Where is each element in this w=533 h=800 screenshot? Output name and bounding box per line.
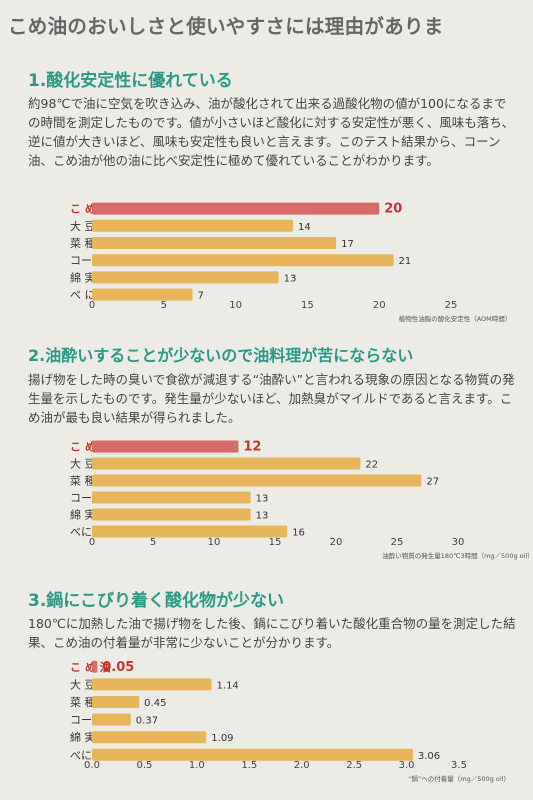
value-label: 13 [256,494,269,505]
section-3-body: 180℃に加熱した油で揚げ物をした後、鍋にこびり着いた酸化重合物の量を測定した結… [28,616,516,650]
tick-label: 15 [301,300,314,311]
bar [92,202,380,215]
tick-label: 20 [373,300,386,311]
x-axis-label: 油酔い物質の発生量180℃3時間（mg／500g oil） [382,551,533,560]
tick-label: 1.0 [189,760,205,771]
section-1-body: 約98℃で油に空気を吹き込み、油が酸化されて出来る過酸化物の値が100になるまで… [28,96,515,168]
value-label: 20 [384,202,402,217]
bar [92,678,212,691]
x-axis-label: 植物性油脂の酸化安定性（AOM時間） [399,314,512,323]
tick-label: 20 [330,537,343,548]
value-label: 7 [198,291,204,302]
value-label: 1.09 [211,733,233,744]
tick-label: 10 [208,537,221,548]
bar [92,660,98,673]
tick-label: 15 [269,537,282,548]
bar [92,491,251,504]
tick-label: 2.0 [294,760,310,771]
tick-label: 25 [391,537,404,548]
bar [92,288,193,301]
tick-label: 3.0 [399,760,415,771]
value-label: 3.06 [418,751,440,762]
bar [92,457,361,470]
bar [92,748,413,761]
bar [92,440,239,453]
bar [92,219,294,232]
section-1-title: 1.酸化安定性に優れている [28,71,233,91]
tick-label: 0.0 [84,760,100,771]
bar [92,731,207,744]
section-2-body: 揚げ物をした時の臭いで食欲が減退する“油酔い”と言われる現象の原因となる物質の発… [28,372,515,425]
x-axis-label: “鍋”への付着量（mg／500g oil） [408,774,510,783]
tick-label: 1.5 [241,760,257,771]
tick-label: 0.5 [136,760,152,771]
bar [92,271,279,284]
value-label: 21 [399,256,412,267]
bar [92,713,131,726]
tick-label: 30 [452,537,465,548]
value-label: 27 [426,477,439,488]
value-label: 0.05 [102,660,134,675]
value-label: 16 [292,528,305,539]
tick-label: 3.5 [451,760,467,771]
value-label: 13 [256,511,269,522]
value-label: 0.45 [144,698,166,709]
bar [92,237,337,249]
value-label: 17 [341,239,354,250]
bar [92,696,140,708]
tick-label: 0 [89,300,95,311]
tick-label: 25 [445,300,458,311]
bar [92,254,394,267]
section-2-title: 2.油酔いすることが少ないので油料理が苦にならない [28,346,414,365]
tick-label: 5 [161,300,167,311]
bar [92,525,288,538]
bar [92,474,422,487]
value-label: 13 [284,273,297,284]
tick-label: 2.5 [346,760,362,771]
bar [92,508,251,521]
category-label: こ め 油 [70,660,111,674]
tick-label: 0 [89,537,95,548]
value-label: 1.14 [217,680,239,691]
page-headline: こめ油のおいしさと使いやすさには理由がありま [8,15,444,38]
tick-label: 5 [150,537,156,548]
section-3-title: 3.鍋にこびり着く酸化物が少ない [28,591,284,611]
value-label: 12 [243,440,261,455]
value-label: 22 [365,460,378,471]
tick-label: 10 [229,300,242,311]
value-label: 14 [298,222,311,233]
value-label: 0.37 [136,716,158,727]
